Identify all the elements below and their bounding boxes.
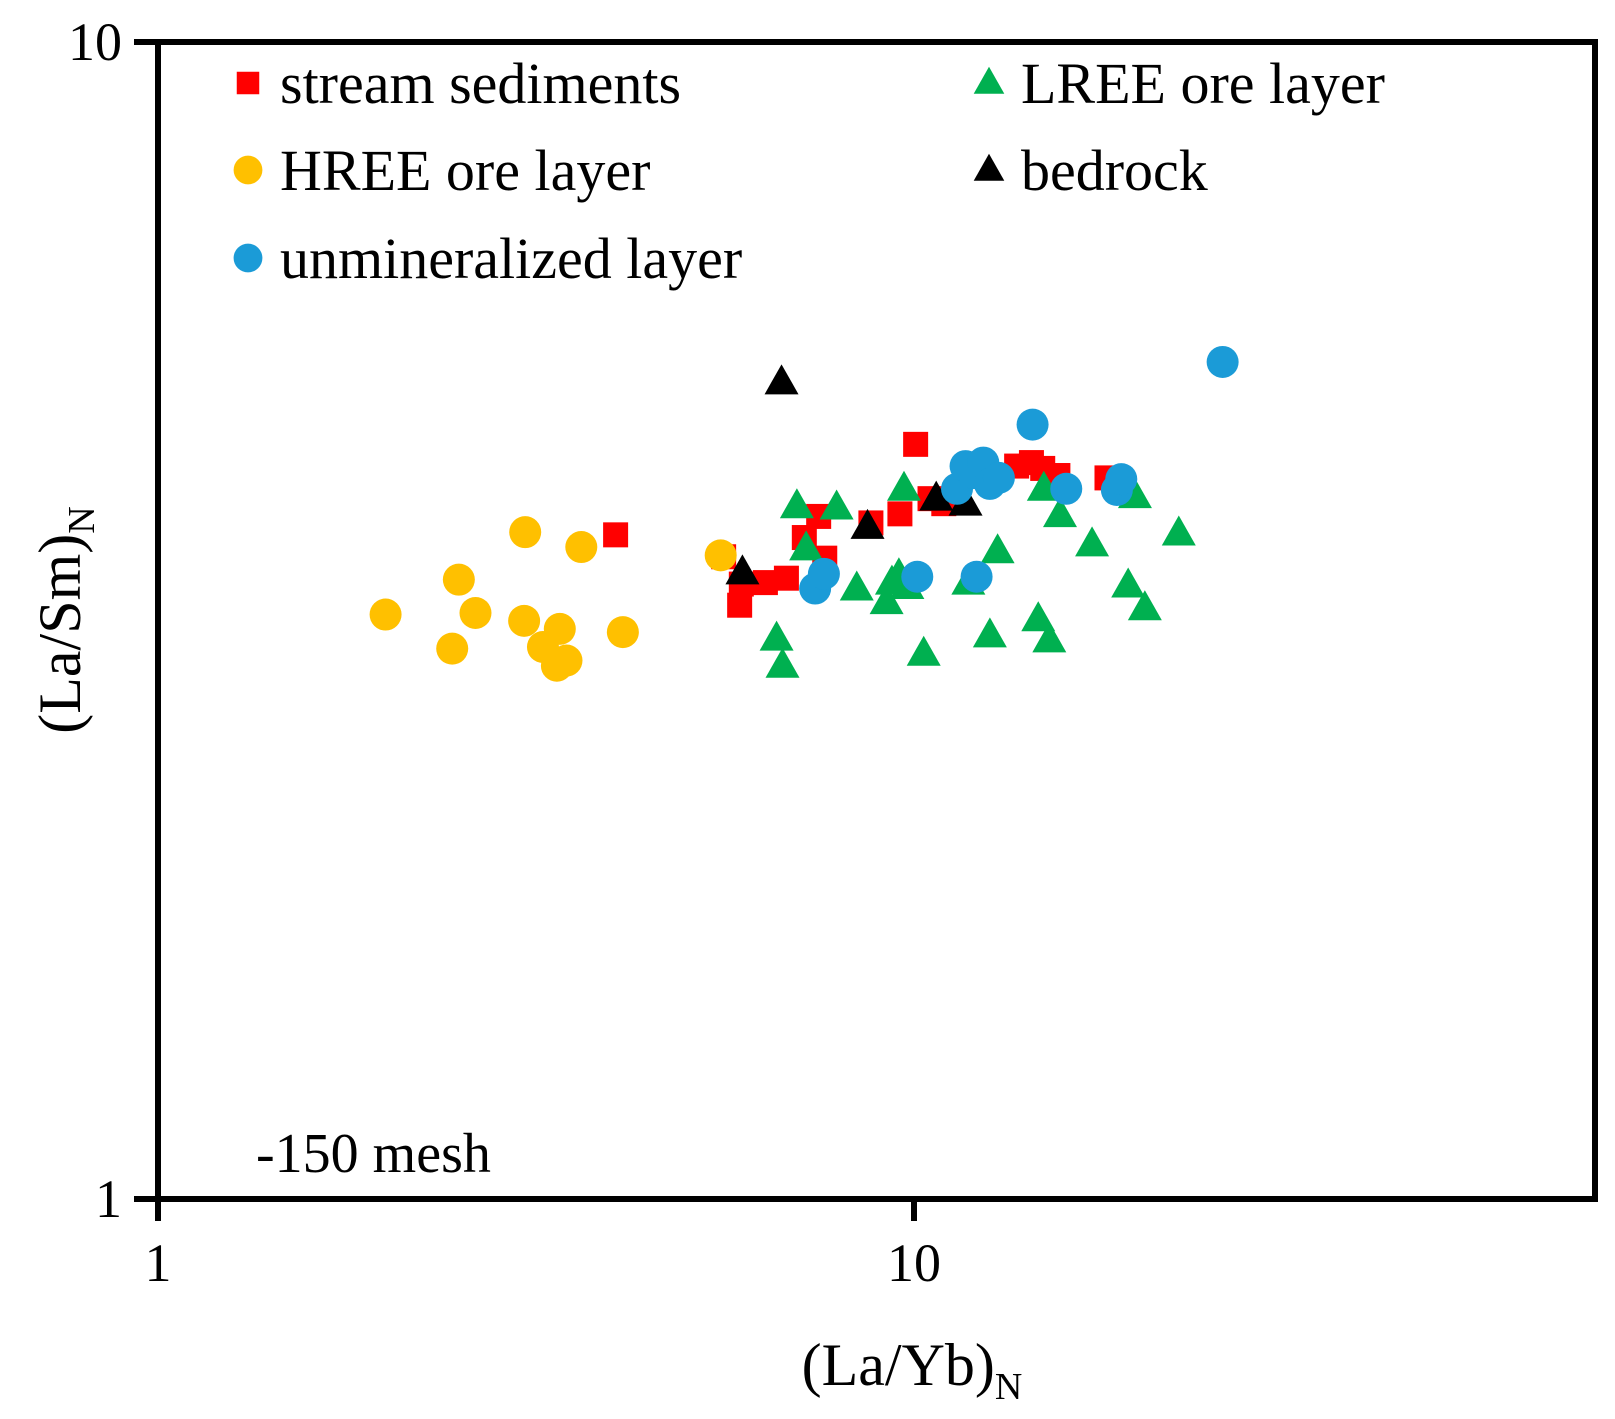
series-unmineralized-layer (799, 345, 1239, 605)
data-point (906, 635, 941, 666)
series-bedrock (725, 364, 983, 585)
x-axis-title-subscript: N (995, 1366, 1022, 1408)
data-point (982, 461, 1015, 494)
data-point (727, 592, 753, 618)
data-point (919, 480, 954, 511)
legend-item: LREE ore layer (973, 51, 1385, 116)
data-point (765, 647, 800, 678)
data-point (509, 516, 542, 549)
data-point (901, 560, 934, 593)
legend-item: unmineralized layer (233, 226, 742, 291)
y-tick-label: 10 (68, 12, 122, 72)
data-point (1161, 515, 1196, 546)
legend-label: bedrock (1021, 138, 1208, 203)
legend-marker (236, 71, 260, 95)
plot-area-border (155, 39, 1598, 1202)
series-HREE-ore-layer (369, 516, 737, 682)
legend-label: stream sediments (280, 51, 681, 116)
data-point (1111, 567, 1146, 598)
data-point (565, 531, 598, 564)
legend-marker (973, 153, 1005, 181)
legend-item: bedrock (973, 138, 1208, 203)
data-point (1050, 472, 1083, 505)
data-point (886, 470, 921, 501)
data-point (819, 489, 854, 520)
data-point (839, 570, 874, 601)
data-point (779, 488, 814, 519)
data-point (442, 563, 475, 596)
data-point (1032, 622, 1067, 653)
data-point (869, 584, 904, 615)
x-tick-label: 1 (145, 1233, 172, 1293)
data-point (773, 565, 799, 591)
data-point (1075, 526, 1110, 557)
data-point (550, 644, 583, 677)
legend-marker (233, 155, 263, 185)
legend-label: LREE ore layer (1021, 51, 1385, 116)
legend-label: HREE ore layer (280, 138, 650, 203)
data-point (543, 612, 576, 645)
data-point (850, 508, 885, 539)
y-axis-title-main: (La/Sm) (27, 534, 93, 734)
data-point (508, 604, 541, 637)
data-point (764, 364, 799, 395)
data-point (980, 533, 1015, 564)
data-point (759, 620, 794, 651)
data-point (887, 501, 913, 527)
data-point (807, 557, 840, 590)
data-point (603, 522, 629, 548)
data-point (725, 554, 760, 585)
data-point (1127, 590, 1162, 621)
y-axis-title-subscript: N (61, 506, 103, 533)
x-axis-title-main: (La/Yb) (802, 1332, 995, 1398)
x-axis-title: (La/Yb)N (802, 1332, 1023, 1408)
data-point (1043, 497, 1078, 528)
y-axis-title: (La/Sm)N (27, 506, 103, 733)
legend-label: unmineralized layer (280, 226, 742, 291)
data-point (704, 539, 737, 572)
data-point (1206, 345, 1239, 378)
data-point (789, 530, 824, 561)
y-tick-label: 1 (95, 1169, 122, 1229)
mesh-annotation: -150 mesh (256, 1123, 491, 1185)
data-point (1105, 463, 1138, 496)
data-point (960, 560, 993, 593)
data-point (972, 617, 1007, 648)
data-point (606, 616, 639, 649)
data-point (1016, 408, 1049, 441)
data-point (1021, 601, 1056, 632)
series-LREE-ore-layer (759, 470, 1196, 678)
data-point (436, 632, 469, 665)
legend-item: stream sediments (236, 51, 681, 116)
axis-ticks: 1 10 1 10 (68, 12, 941, 1293)
x-tick-label: 10 (887, 1233, 941, 1293)
data-point (459, 596, 492, 629)
data-point (369, 598, 402, 631)
legend-marker (233, 243, 263, 273)
legend: stream sediments LREE ore layer HREE ore l… (233, 51, 1385, 291)
legend-marker (973, 66, 1005, 94)
data-point (903, 431, 929, 457)
data-points (369, 345, 1239, 682)
plot-frame (155, 39, 1598, 1202)
legend-item: HREE ore layer (233, 138, 650, 203)
